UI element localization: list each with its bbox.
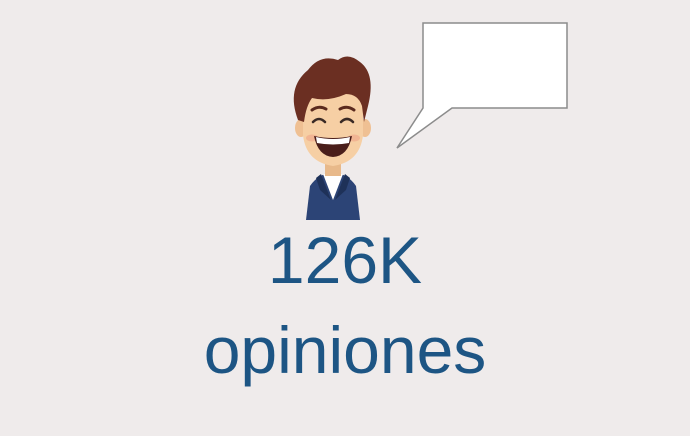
- speech-bubble-icon: [396, 22, 568, 149]
- opinion-count: 126K: [267, 223, 423, 297]
- eyebrow-right: [338, 105, 356, 112]
- opinion-label: opiniones: [203, 313, 487, 387]
- speech-bubble-shape: [396, 22, 568, 149]
- lapel-left: [316, 174, 331, 200]
- hair-shape: [293, 56, 371, 122]
- teeth-shape: [316, 137, 350, 145]
- eye-left: [311, 117, 327, 124]
- lapel-right: [335, 174, 350, 200]
- eye-right: [339, 117, 355, 124]
- eyebrow-left: [310, 105, 328, 112]
- smiling-man-avatar-icon: [293, 56, 371, 220]
- shirt-shape: [323, 174, 343, 200]
